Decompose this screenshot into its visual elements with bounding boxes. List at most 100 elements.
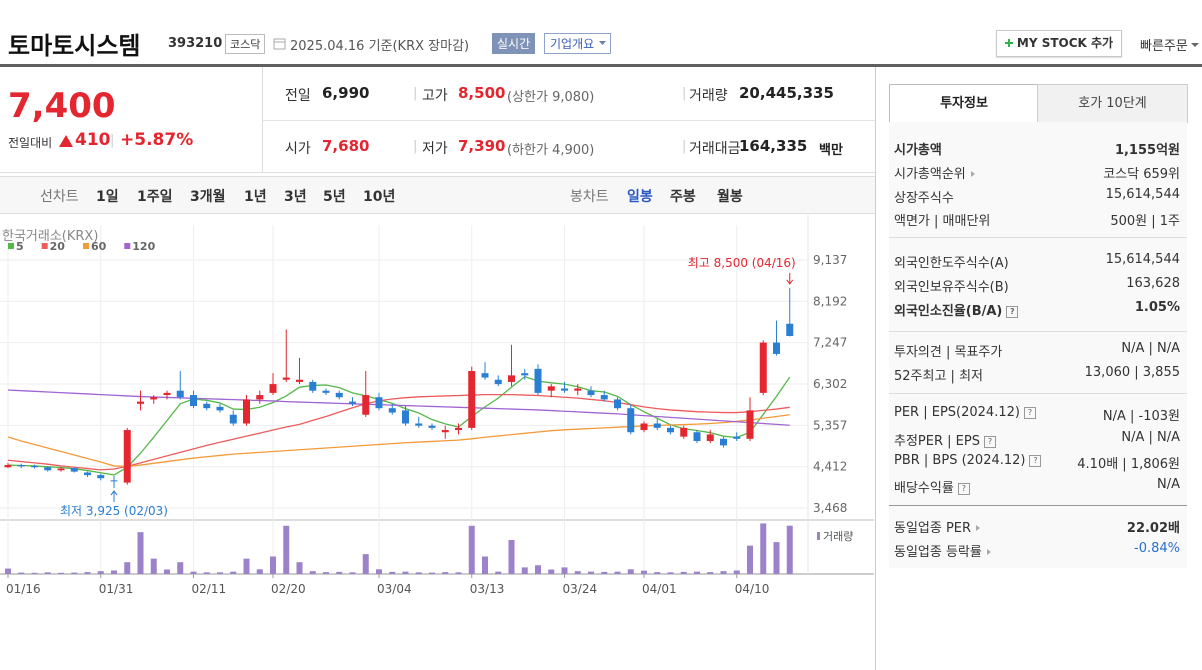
volume-bar — [720, 571, 727, 574]
candle-body — [269, 384, 277, 393]
moving-average-line — [7, 375, 791, 476]
realtime-button[interactable]: 실시간 — [492, 33, 536, 54]
calendar-icon — [273, 38, 286, 50]
overview-button[interactable]: 기업개요 — [544, 33, 612, 54]
candle-body — [31, 465, 38, 468]
volume-bar — [336, 571, 343, 574]
candle-body — [203, 403, 211, 409]
volume-bar — [667, 572, 674, 574]
candle-body — [653, 423, 661, 428]
legend-swatch — [82, 243, 89, 249]
plus-icon — [1004, 39, 1013, 47]
quick-order[interactable]: 빠른주문 — [1140, 35, 1199, 54]
help-icon[interactable]: ? — [983, 436, 996, 448]
volume-bar — [760, 523, 767, 574]
period-tab[interactable]: 3년 — [284, 189, 307, 205]
info-tab-selected[interactable]: 투자정보 — [889, 84, 1039, 123]
info-tab[interactable]: 호가 10단계 — [1037, 84, 1188, 123]
y-tick-label: 5,357 — [813, 418, 847, 432]
info-value: N/A — [1157, 477, 1180, 492]
volume-bar — [482, 556, 488, 574]
info-label: 외국인소진율(B/A) — [894, 304, 1003, 319]
candle-body — [296, 379, 303, 382]
info-label: 시가총액 — [894, 143, 942, 158]
row-divider — [889, 393, 1187, 394]
info-value: 1,155억원 — [1114, 143, 1180, 158]
candle-body — [733, 436, 741, 439]
volume-bar — [217, 572, 223, 574]
period-tab[interactable]: 1일 — [96, 189, 119, 205]
candle-chart: 9,137 8,192 7,247 6,302 5,357 4,412 3,468 01/16… — [0, 215, 874, 596]
volume-bar — [601, 571, 608, 574]
line-chart-label: 선차트 — [40, 189, 79, 205]
legend-label: 120 — [132, 240, 155, 253]
volume-bar — [773, 542, 780, 574]
candle-body — [587, 390, 595, 396]
candle-body — [256, 395, 264, 400]
period-tab[interactable]: 5년 — [323, 189, 346, 205]
separator: | — [682, 86, 687, 101]
period-tab[interactable]: 1주일 — [137, 189, 173, 205]
x-tick-label: 03/04 — [377, 582, 412, 596]
candle-body — [70, 468, 78, 472]
candle-body — [97, 475, 105, 479]
candle-body — [547, 386, 555, 391]
y-tick-label: 6,302 — [813, 377, 847, 391]
info-label: 동일업종 PER — [894, 521, 972, 536]
up-triangle — [59, 135, 73, 147]
info-value: 13,060 | 3,855 — [1084, 365, 1180, 380]
help-icon[interactable]: ? — [1023, 407, 1036, 419]
legend-swatch — [41, 243, 48, 249]
candle-body — [441, 430, 449, 433]
summary-label: 시가 — [285, 141, 311, 157]
period-tab-selected[interactable]: 일봉 — [627, 189, 653, 205]
summary-label: 고가 — [422, 88, 448, 104]
info-row: 추정PER | EPS? N/A | N/A — [894, 430, 1180, 449]
help-icon[interactable]: ? — [1006, 306, 1019, 318]
candle-body — [243, 399, 250, 424]
row-arrow — [986, 549, 991, 555]
info-row: 동일업종 PER 22.02배 — [894, 517, 1180, 536]
summary-value: 164,335 — [739, 137, 808, 155]
period-tab[interactable]: 3개월 — [190, 189, 226, 205]
period-tab[interactable]: 1년 — [244, 189, 267, 205]
moving-average-line — [7, 389, 790, 426]
info-value: -0.84% — [1134, 541, 1180, 556]
info-row: 52주최고 | 최저 13,060 | 3,855 — [894, 365, 1180, 384]
volume-bar — [495, 571, 502, 574]
my-stock-button[interactable]: MY STOCK 추가 — [996, 30, 1122, 57]
x-tick-label: 01/31 — [99, 582, 134, 596]
summary-value: 20,445,335 — [739, 84, 834, 102]
help-icon[interactable]: ? — [1029, 455, 1042, 467]
info-value: 163,628 — [1126, 276, 1180, 291]
summary-value: 6,990 — [322, 84, 370, 102]
row-divider — [889, 505, 1187, 506]
info-label: 액면가 | 매매단위 — [894, 214, 991, 229]
volume-bar — [283, 525, 290, 574]
period-tab[interactable]: 월봉 — [717, 189, 743, 205]
help-icon[interactable]: ? — [957, 483, 970, 495]
volume-bar — [733, 570, 740, 574]
legend-label: 20 — [50, 240, 66, 253]
period-tab[interactable]: 10년 — [363, 189, 396, 205]
candle-body — [600, 395, 608, 400]
info-row: 외국인보유주식수(B) 163,628 — [894, 276, 1180, 295]
volume-bar — [349, 572, 356, 574]
volume-bar — [429, 572, 435, 574]
volume-bar — [44, 572, 51, 574]
candle-body — [163, 392, 171, 396]
volume-bar — [18, 572, 25, 574]
candle-body — [415, 423, 423, 426]
info-value: 500원 | 1주 — [1110, 214, 1180, 229]
legend-label: 5 — [16, 240, 24, 253]
volume-bar — [177, 562, 184, 574]
candle-body — [773, 342, 780, 354]
candle-body — [521, 373, 529, 376]
info-value: N/A | -103원 — [1102, 409, 1180, 424]
y-tick-label: 8,192 — [813, 294, 847, 308]
date-basis: 2025.04.16 기준(KRX 장마감) — [290, 39, 470, 54]
candle-body — [627, 408, 635, 433]
candle-body — [84, 472, 91, 476]
header-rule — [0, 64, 1202, 67]
period-tab[interactable]: 주봉 — [670, 189, 696, 205]
